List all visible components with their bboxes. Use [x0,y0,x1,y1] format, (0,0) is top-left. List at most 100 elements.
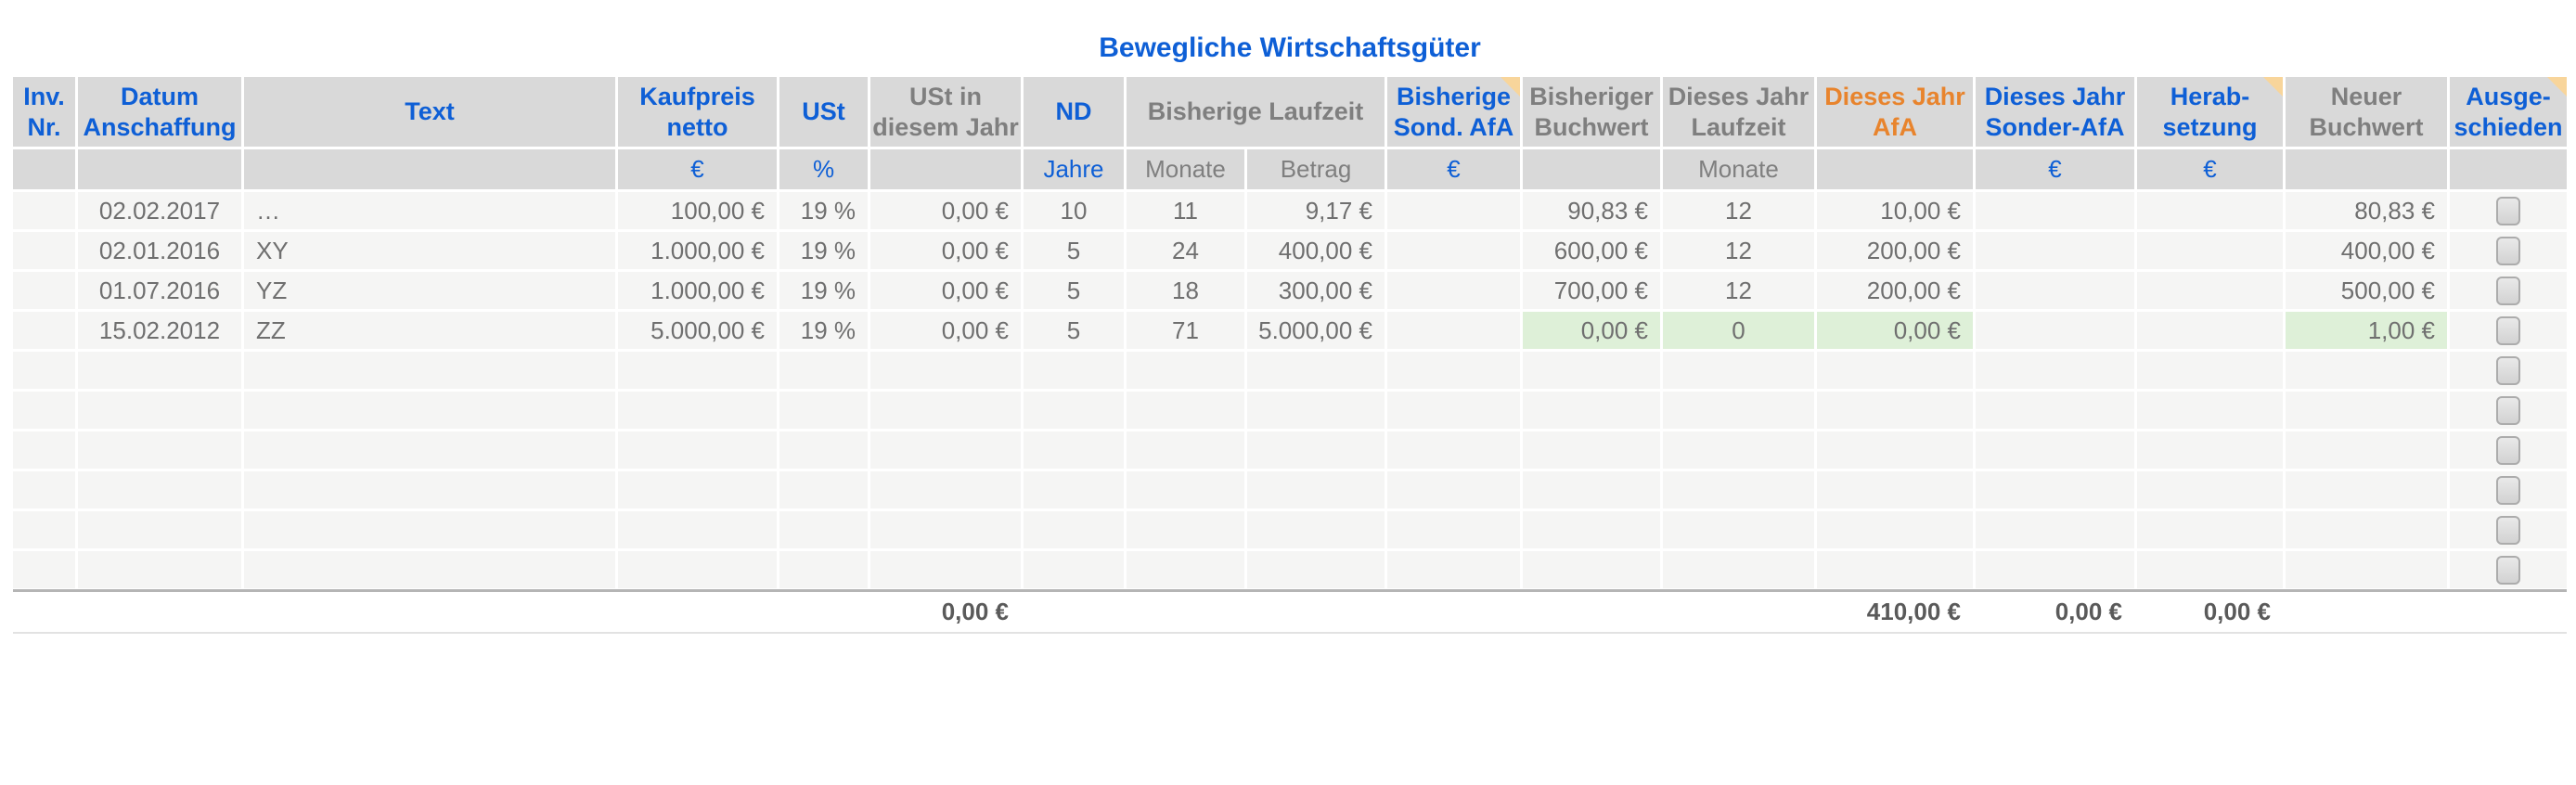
cell-kaufpreis-netto[interactable] [618,471,777,508]
cell-dieses-jahr-sonder-afa[interactable] [1976,392,2134,429]
unit-header-ust[interactable]: % [779,149,868,189]
column-header-text[interactable]: Text [244,77,615,147]
cell-dieses-jahr-afa[interactable] [1817,431,1973,469]
cell-ausgeschieden[interactable] [2450,232,2567,269]
total-dieses-jahr-afa[interactable]: 410,00 € [1817,592,1973,632]
column-header-ust-in-diesem-jahr[interactable]: USt in diesem Jahr [870,77,1021,147]
cell-herabsetzung[interactable] [2137,272,2283,309]
cell-ust[interactable] [779,511,868,548]
cell-dieses-jahr-laufzeit[interactable]: 12 [1663,232,1814,269]
cell-bisheriger-buchwert[interactable]: 600,00 € [1523,232,1660,269]
cell-nd[interactable] [1024,511,1124,548]
cell-dieses-jahr-sonder-afa[interactable] [1976,192,2134,229]
ausgeschieden-checkbox[interactable] [2496,355,2520,385]
cell-kaufpreis-netto[interactable]: 1.000,00 € [618,272,777,309]
cell-ust[interactable]: 19 % [779,272,868,309]
cell-bisherige-sond-afa[interactable] [1387,272,1520,309]
cell-bisherige-sond-afa[interactable] [1387,551,1520,588]
ausgeschieden-checkbox[interactable] [2496,276,2520,305]
cell-ausgeschieden[interactable] [2450,511,2567,548]
total-text[interactable] [244,592,615,632]
ausgeschieden-checkbox[interactable] [2496,236,2520,265]
cell-dieses-jahr-sonder-afa[interactable] [1976,551,2134,588]
unit-header-ausgeschieden[interactable] [2450,149,2567,189]
column-header-bisheriger-buchwert[interactable]: Bisheriger Buchwert [1523,77,1660,147]
cell-ust-in-diesem-jahr[interactable]: 0,00 € [870,232,1021,269]
cell-inv-nr[interactable] [13,352,75,389]
cell-text[interactable]: XY [244,232,615,269]
cell-monate[interactable]: 11 [1127,192,1244,229]
column-header-dieses-jahr-afa[interactable]: Dieses Jahr AfA [1817,77,1973,147]
cell-datum-anschaffung[interactable]: 02.01.2016 [78,232,241,269]
cell-monate[interactable]: 71 [1127,312,1244,349]
cell-nd[interactable]: 5 [1024,272,1124,309]
column-header-kaufpreis-netto[interactable]: Kaufpreis netto [618,77,777,147]
cell-text[interactable] [244,471,615,508]
cell-dieses-jahr-afa[interactable] [1817,471,1973,508]
cell-ausgeschieden[interactable] [2450,192,2567,229]
cell-datum-anschaffung[interactable] [78,431,241,469]
total-bisherige-sond-afa[interactable] [1387,592,1520,632]
cell-neuer-buchwert[interactable] [2286,392,2447,429]
unit-header-bisheriger-buchwert[interactable] [1523,149,1660,189]
cell-bisherige-sond-afa[interactable] [1387,431,1520,469]
cell-bisherige-sond-afa[interactable] [1387,192,1520,229]
cell-ust[interactable]: 19 % [779,232,868,269]
cell-kaufpreis-netto[interactable] [618,431,777,469]
cell-datum-anschaffung[interactable] [78,471,241,508]
cell-bisherige-sond-afa[interactable] [1387,471,1520,508]
cell-dieses-jahr-sonder-afa[interactable] [1976,272,2134,309]
column-header-herabsetzung[interactable]: Herab- setzung [2137,77,2283,147]
cell-betrag[interactable] [1247,471,1385,508]
cell-kaufpreis-netto[interactable] [618,511,777,548]
cell-datum-anschaffung[interactable] [78,352,241,389]
cell-ust-in-diesem-jahr[interactable] [870,392,1021,429]
cell-datum-anschaffung[interactable]: 01.07.2016 [78,272,241,309]
cell-nd[interactable]: 5 [1024,232,1124,269]
cell-betrag[interactable]: 9,17 € [1247,192,1385,229]
cell-text[interactable]: YZ [244,272,615,309]
cell-dieses-jahr-laufzeit[interactable]: 0 [1663,312,1814,349]
unit-header-kaufpreis-netto[interactable]: € [618,149,777,189]
cell-ust[interactable]: 19 % [779,192,868,229]
cell-kaufpreis-netto[interactable]: 5.000,00 € [618,312,777,349]
cell-inv-nr[interactable] [13,232,75,269]
cell-betrag[interactable] [1247,431,1385,469]
cell-ust-in-diesem-jahr[interactable] [870,511,1021,548]
cell-bisheriger-buchwert[interactable]: 90,83 € [1523,192,1660,229]
cell-bisherige-sond-afa[interactable] [1387,352,1520,389]
cell-betrag[interactable] [1247,392,1385,429]
cell-betrag[interactable]: 300,00 € [1247,272,1385,309]
cell-ausgeschieden[interactable] [2450,272,2567,309]
ausgeschieden-checkbox[interactable] [2496,315,2520,345]
cell-ust-in-diesem-jahr[interactable] [870,431,1021,469]
cell-ust-in-diesem-jahr[interactable] [870,471,1021,508]
cell-dieses-jahr-afa[interactable] [1817,551,1973,588]
total-nd[interactable] [1024,592,1124,632]
cell-text[interactable] [244,511,615,548]
total-inv-nr[interactable] [13,592,75,632]
cell-neuer-buchwert[interactable]: 80,83 € [2286,192,2447,229]
unit-header-neuer-buchwert[interactable] [2286,149,2447,189]
cell-herabsetzung[interactable] [2137,232,2283,269]
cell-inv-nr[interactable] [13,551,75,588]
unit-header-monate[interactable]: Monate [1127,149,1244,189]
cell-kaufpreis-netto[interactable] [618,392,777,429]
cell-bisheriger-buchwert[interactable] [1523,392,1660,429]
cell-bisheriger-buchwert[interactable]: 0,00 € [1523,312,1660,349]
cell-monate[interactable] [1127,551,1244,588]
total-ust[interactable] [779,592,868,632]
ausgeschieden-checkbox[interactable] [2496,395,2520,425]
unit-header-dieses-jahr-laufzeit[interactable]: Monate [1663,149,1814,189]
cell-dieses-jahr-sonder-afa[interactable] [1976,352,2134,389]
cell-dieses-jahr-laufzeit[interactable] [1663,471,1814,508]
cell-ust-in-diesem-jahr[interactable]: 0,00 € [870,272,1021,309]
total-bisheriger-buchwert[interactable] [1523,592,1660,632]
cell-neuer-buchwert[interactable] [2286,511,2447,548]
cell-monate[interactable] [1127,431,1244,469]
cell-betrag[interactable]: 400,00 € [1247,232,1385,269]
total-betrag[interactable] [1247,592,1385,632]
cell-monate[interactable]: 18 [1127,272,1244,309]
cell-bisherige-sond-afa[interactable] [1387,312,1520,349]
column-header-inv-nr[interactable]: Inv. Nr. [13,77,75,147]
